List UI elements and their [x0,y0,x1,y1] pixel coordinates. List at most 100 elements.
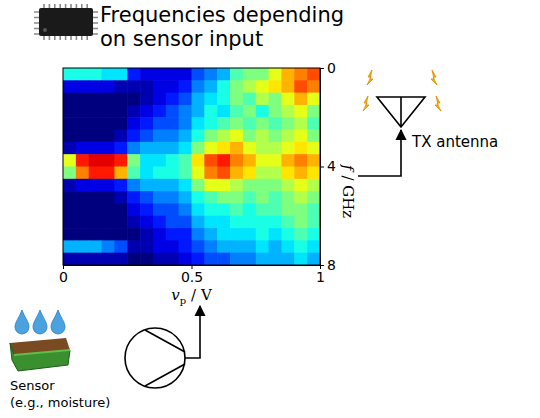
heatmap-cell [281,154,294,167]
heatmap-cell [89,179,102,192]
heatmap-cell [127,130,140,143]
heatmap-cell [230,68,243,81]
heatmap-cell [127,142,140,155]
heatmap-cell [179,167,192,180]
heatmap-cell [192,154,205,167]
heatmap-cell [76,240,89,253]
heatmap-cell [243,130,256,143]
heatmap-cell [102,167,115,180]
heatmap-cell [179,93,192,106]
heatmap-cell [256,117,269,130]
heatmap-cell [102,216,115,229]
heatmap-cell [179,228,192,241]
heatmap-cell [89,253,102,265]
heatmap-cell [63,253,76,265]
heatmap-cell [217,228,230,241]
x-tick-label: 0 [59,269,68,285]
tray-rim [14,350,70,355]
heatmap-cell [294,117,307,130]
heatmap-cell [230,117,243,130]
heatmap-cell [166,216,179,229]
heatmap-cell [230,203,243,216]
heatmap-cell [153,142,166,155]
heatmap-cell [166,203,179,216]
heatmap-cell [76,179,89,192]
heatmap-cell [243,105,256,118]
heatmap-cell [76,191,89,204]
heatmap-cell [166,68,179,81]
heatmap-cell [256,68,269,81]
heatmap-cell [166,93,179,106]
heatmap-cell [153,130,166,143]
heatmap-cell [114,68,127,81]
heatmap-cell [76,203,89,216]
heatmap-cell [204,93,217,106]
heatmap-cell [179,203,192,216]
heatmap-cell [307,105,320,118]
heatmap-cell [269,228,282,241]
heatmap-cell [243,253,256,265]
heatmap-cell [127,80,140,93]
heatmap-cell [76,142,89,155]
antenna-label: TX antenna [411,133,498,151]
heatmap-cell [63,203,76,216]
heatmap-cell [76,154,89,167]
feed-line [358,130,401,176]
heatmap-cell [269,167,282,180]
heatmap-cell [192,179,205,192]
converter-symbol [125,306,200,388]
heatmap-cell [114,179,127,192]
heatmap-cell [127,105,140,118]
sensor-label: (e.g., moisture) [10,395,110,410]
heatmap-cell [204,253,217,265]
heatmap-cell [217,191,230,204]
heatmap-cell [102,93,115,106]
heatmap-cell [269,80,282,93]
heatmap-cell [114,203,127,216]
heatmap-cell [307,117,320,130]
heatmap-cell [269,179,282,192]
heatmap-cell [269,240,282,253]
figure: Frequencies dependingon sensor input00.5… [0,0,540,418]
heatmap-cell [230,105,243,118]
heatmap-cell [114,93,127,106]
radiation-bolt [367,70,373,85]
heatmap-cell [140,93,153,106]
heatmap-cell [230,228,243,241]
heatmap-cell [243,167,256,180]
heatmap-cell [294,240,307,253]
heatmap-cell [127,240,140,253]
heatmap-cell [153,253,166,265]
heatmap-cell [127,228,140,241]
heatmap-cell [256,179,269,192]
heatmap-cell [89,117,102,130]
heatmap-cell [179,80,192,93]
heatmap-cell [102,68,115,81]
heatmap-cell [153,179,166,192]
heatmap-cell [269,68,282,81]
heatmap-cell [127,216,140,229]
heatmap-cell [102,117,115,130]
title: on sensor input [100,27,263,51]
heatmap-cell [269,253,282,265]
heatmap-cell [217,253,230,265]
heatmap-cell [256,253,269,265]
heatmap-cell [114,216,127,229]
heatmap-cell [204,216,217,229]
heatmap-cell [89,167,102,180]
antenna [358,70,441,176]
heatmap-cell [294,130,307,143]
heatmap-cell [127,253,140,265]
heatmap-cell [307,93,320,106]
heatmap-cell [114,167,127,180]
heatmap-cell [192,167,205,180]
heatmap-cell [243,154,256,167]
heatmap-cell [114,80,127,93]
heatmap-cell [153,93,166,106]
heatmap-cell [230,191,243,204]
y-tick-mark [320,265,324,266]
heatmap-cell [217,130,230,143]
heatmap-cell [307,191,320,204]
heatmap-cell [256,130,269,143]
y-tick-label: 4 [327,158,336,174]
